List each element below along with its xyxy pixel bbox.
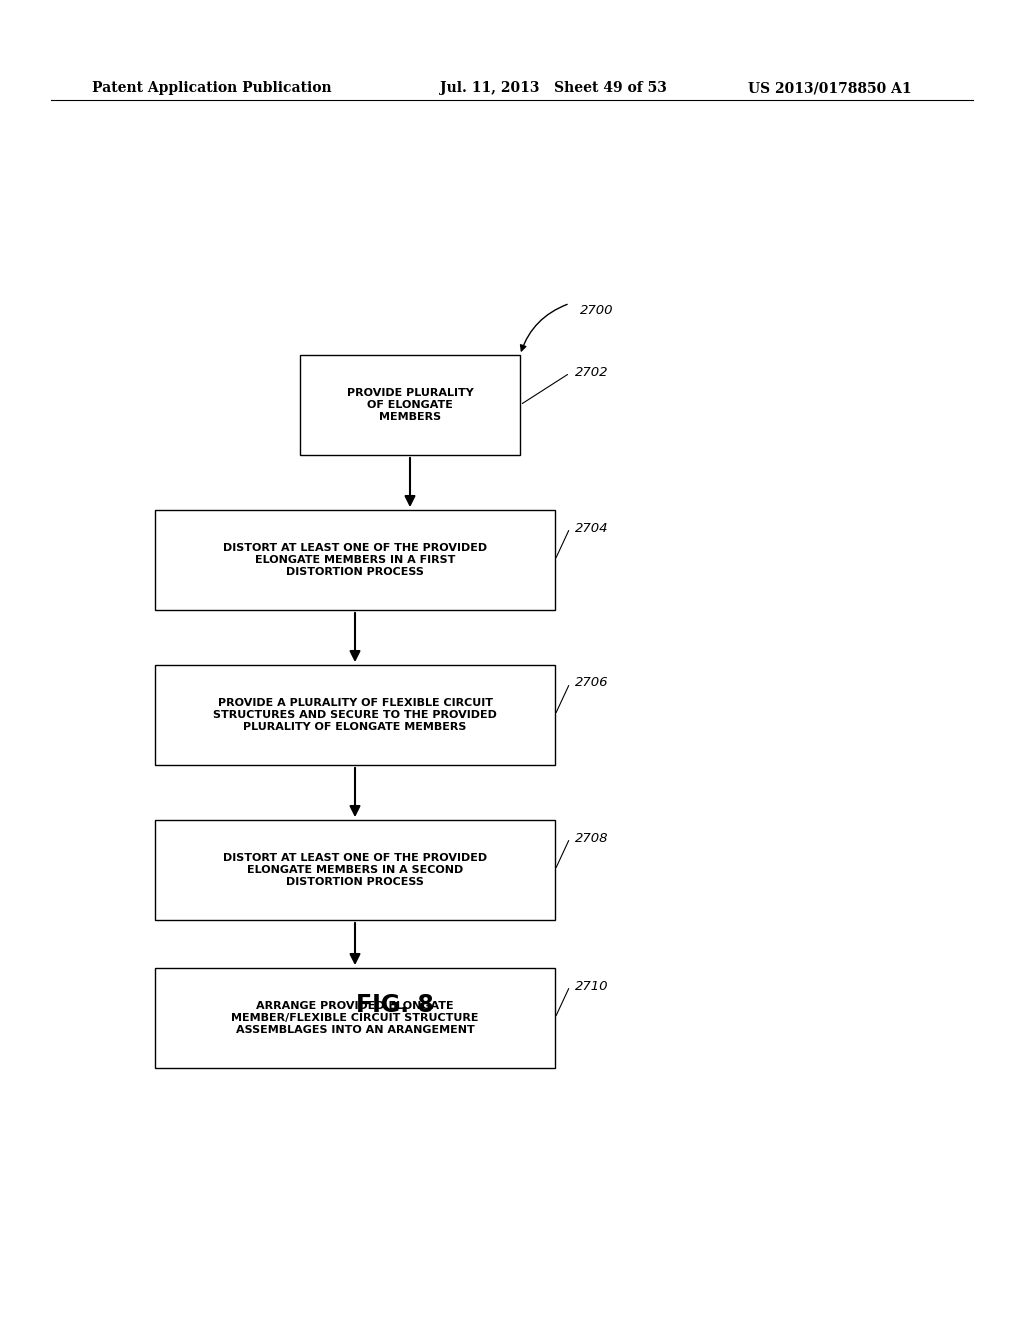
Text: 2702: 2702	[575, 367, 608, 380]
FancyBboxPatch shape	[300, 355, 520, 455]
FancyBboxPatch shape	[155, 510, 555, 610]
Text: 2704: 2704	[575, 521, 608, 535]
Text: PROVIDE PLURALITY
OF ELONGATE
MEMBERS: PROVIDE PLURALITY OF ELONGATE MEMBERS	[347, 388, 473, 421]
Text: Jul. 11, 2013   Sheet 49 of 53: Jul. 11, 2013 Sheet 49 of 53	[440, 81, 668, 95]
Text: US 2013/0178850 A1: US 2013/0178850 A1	[748, 81, 911, 95]
Text: 2708: 2708	[575, 832, 608, 845]
FancyBboxPatch shape	[155, 968, 555, 1068]
Text: ARRANGE PROVIDED ELONGATE
MEMBER/FLEXIBLE CIRCUIT STRUCTURE
ASSEMBLAGES INTO AN : ARRANGE PROVIDED ELONGATE MEMBER/FLEXIBL…	[231, 1002, 479, 1035]
Text: Patent Application Publication: Patent Application Publication	[92, 81, 332, 95]
Text: 2706: 2706	[575, 676, 608, 689]
Text: FIG. 8: FIG. 8	[356, 993, 434, 1016]
Text: DISTORT AT LEAST ONE OF THE PROVIDED
ELONGATE MEMBERS IN A FIRST
DISTORTION PROC: DISTORT AT LEAST ONE OF THE PROVIDED ELO…	[223, 544, 487, 577]
Text: DISTORT AT LEAST ONE OF THE PROVIDED
ELONGATE MEMBERS IN A SECOND
DISTORTION PRO: DISTORT AT LEAST ONE OF THE PROVIDED ELO…	[223, 854, 487, 887]
Text: 2700: 2700	[580, 304, 613, 317]
FancyBboxPatch shape	[155, 820, 555, 920]
FancyBboxPatch shape	[155, 665, 555, 766]
Text: PROVIDE A PLURALITY OF FLEXIBLE CIRCUIT
STRUCTURES AND SECURE TO THE PROVIDED
PL: PROVIDE A PLURALITY OF FLEXIBLE CIRCUIT …	[213, 698, 497, 731]
Text: 2710: 2710	[575, 979, 608, 993]
